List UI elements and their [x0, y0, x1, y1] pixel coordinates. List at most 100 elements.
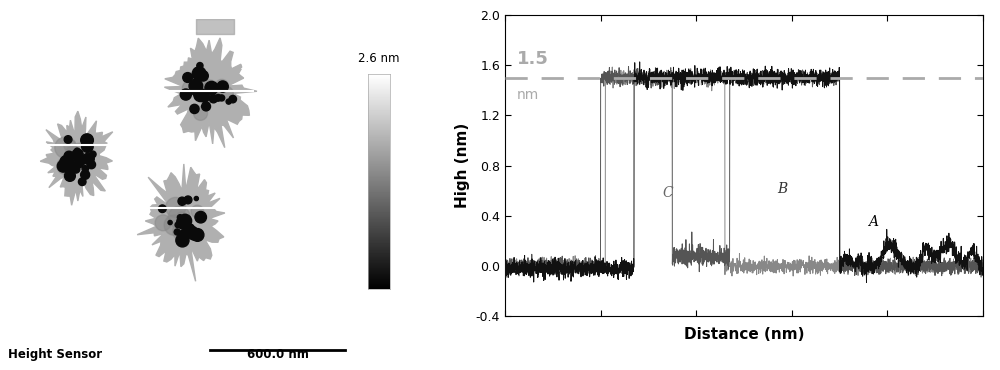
Point — [99, 134, 115, 140]
Point — [69, 107, 85, 112]
Circle shape — [186, 226, 198, 238]
Point — [39, 77, 55, 83]
Point — [171, 179, 187, 185]
Point — [161, 145, 177, 151]
Point — [173, 253, 189, 259]
Point — [174, 208, 190, 213]
Point — [224, 323, 240, 329]
Circle shape — [215, 94, 221, 101]
Point — [288, 252, 304, 258]
Point — [156, 248, 172, 254]
Point — [242, 173, 258, 179]
Circle shape — [177, 216, 187, 225]
Point — [146, 98, 162, 104]
Point — [23, 137, 39, 143]
Point — [93, 327, 109, 333]
Point — [316, 176, 332, 182]
Text: 2.6 nm: 2.6 nm — [358, 52, 400, 65]
Circle shape — [73, 153, 84, 164]
Point — [172, 130, 188, 136]
Text: nm: nm — [517, 88, 539, 102]
Point — [175, 61, 191, 67]
Circle shape — [83, 153, 94, 165]
Point — [284, 50, 300, 56]
Point — [270, 243, 286, 249]
Point — [215, 309, 231, 315]
Point — [242, 150, 258, 156]
Circle shape — [176, 234, 189, 247]
Point — [285, 122, 301, 128]
Point — [99, 313, 115, 319]
Circle shape — [218, 86, 233, 101]
Point — [289, 54, 305, 60]
Text: Height Sensor: Height Sensor — [8, 348, 102, 361]
Point — [273, 287, 289, 293]
Point — [35, 218, 51, 224]
Point — [312, 305, 328, 311]
Point — [50, 34, 66, 40]
Circle shape — [173, 222, 192, 241]
Circle shape — [175, 222, 181, 228]
Point — [83, 116, 99, 122]
Circle shape — [192, 67, 206, 80]
Point — [13, 58, 29, 64]
Point — [199, 50, 215, 56]
Point — [220, 78, 236, 84]
Point — [67, 244, 83, 250]
Point — [26, 152, 42, 158]
Point — [61, 140, 77, 146]
Point — [182, 253, 198, 259]
Point — [62, 307, 78, 313]
Point — [269, 43, 285, 49]
Point — [104, 302, 120, 308]
Polygon shape — [40, 111, 113, 205]
Circle shape — [181, 219, 186, 224]
Circle shape — [166, 197, 186, 218]
Point — [284, 138, 300, 144]
Point — [26, 132, 42, 138]
Point — [317, 270, 333, 276]
Text: B: B — [210, 176, 221, 189]
Point — [148, 127, 164, 132]
Point — [70, 277, 86, 283]
Point — [147, 263, 163, 269]
Point — [130, 129, 146, 135]
Polygon shape — [164, 38, 257, 148]
Circle shape — [194, 196, 198, 201]
Point — [56, 111, 72, 117]
Point — [318, 239, 334, 245]
Point — [157, 273, 173, 279]
Circle shape — [177, 215, 183, 220]
Point — [14, 199, 30, 205]
Text: C: C — [98, 113, 108, 126]
Point — [295, 106, 311, 112]
Circle shape — [199, 83, 219, 103]
Point — [181, 159, 197, 165]
Point — [114, 320, 130, 326]
Point — [93, 100, 109, 105]
Circle shape — [72, 149, 83, 160]
Point — [87, 61, 103, 67]
Circle shape — [87, 161, 96, 169]
Point — [177, 96, 193, 102]
Circle shape — [184, 196, 192, 204]
Point — [169, 277, 185, 283]
Point — [127, 216, 143, 222]
Circle shape — [179, 229, 189, 239]
Point — [18, 158, 34, 164]
Point — [28, 213, 44, 219]
Point — [303, 156, 319, 162]
Circle shape — [209, 95, 218, 103]
Point — [242, 185, 258, 191]
Point — [46, 243, 62, 249]
Point — [170, 317, 186, 323]
Circle shape — [180, 89, 191, 100]
Point — [74, 75, 90, 81]
Point — [128, 209, 144, 215]
Text: A: A — [868, 215, 878, 229]
Circle shape — [81, 134, 93, 147]
Circle shape — [217, 81, 228, 92]
Point — [122, 37, 138, 43]
Point — [141, 169, 157, 175]
Point — [118, 295, 134, 301]
